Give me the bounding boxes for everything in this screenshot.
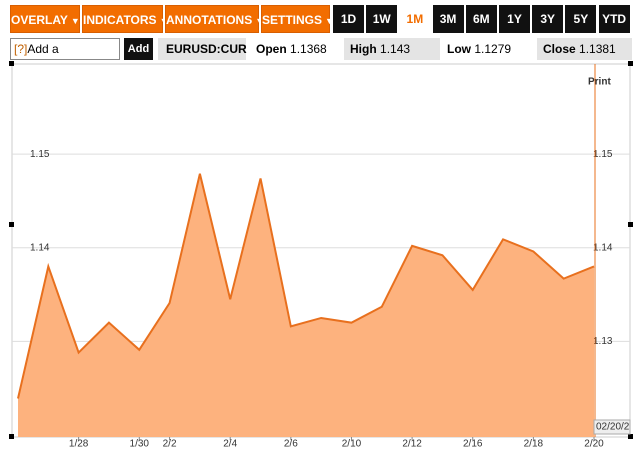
- x-tick-label: 2/6: [284, 439, 298, 450]
- chart-frame: [11, 63, 631, 438]
- quote-label: High: [350, 42, 377, 56]
- help-link: [?]: [14, 42, 28, 56]
- quote-value: 1.1381: [579, 42, 616, 56]
- range-button[interactable]: 1M: [399, 5, 431, 33]
- menu-button[interactable]: ANNOTATIONS ▼: [165, 5, 264, 33]
- dropdown-arrow: ▼: [255, 16, 265, 26]
- quote-value: 1.1368: [290, 42, 327, 56]
- symbol: EURUSD:CUR: [158, 38, 247, 60]
- handle: [628, 434, 633, 439]
- menu-button[interactable]: SETTINGS ▼: [261, 5, 334, 33]
- last-date: 02/20/2: [596, 422, 630, 433]
- line: [17, 173, 595, 399]
- x-tick-label: 2/20: [584, 439, 604, 450]
- range-button[interactable]: 1Y: [499, 5, 530, 33]
- quote-field: Open 1.1368: [250, 38, 340, 60]
- x-tick-label: 1/30: [130, 439, 150, 450]
- comparison-input[interactable]: [?]Add a Comparison: [10, 38, 120, 76]
- menu-button[interactable]: INDICATORS▼: [82, 5, 168, 33]
- handle: [9, 222, 14, 227]
- x-tick-label: 2/4: [223, 439, 237, 450]
- x-tick-label: 1/28: [69, 439, 89, 450]
- handle: [9, 434, 14, 439]
- range-button[interactable]: 6M: [465, 5, 497, 33]
- quote-field: Close 1.1381: [537, 38, 632, 60]
- y-tick-label-right: 1.13: [593, 336, 613, 347]
- date-box: [593, 419, 631, 435]
- x-tick-label: 2/16: [463, 439, 483, 450]
- quote-label: Open: [256, 42, 287, 56]
- handle: [628, 61, 633, 66]
- y-tick-label: 1.14: [30, 242, 50, 253]
- quote-value: 1.143: [380, 42, 411, 56]
- x-tick-label: 2/10: [342, 439, 362, 450]
- handle: [628, 222, 633, 227]
- menu-button[interactable]: OVERLAY ▼: [10, 5, 80, 33]
- print-link: Print: [588, 77, 611, 88]
- y-tick-label-right: 1.15: [593, 149, 613, 160]
- range-button[interactable]: YTD: [598, 5, 630, 33]
- area: [18, 173, 594, 437]
- range-button[interactable]: 1W: [366, 5, 398, 33]
- y-tick-label: 1.15: [30, 149, 50, 160]
- quote-field: High 1.143: [344, 38, 440, 60]
- x-tick-label: 2/2: [163, 439, 177, 450]
- menu-label: OVERLAY: [11, 13, 68, 27]
- menu-label: SETTINGS: [262, 13, 323, 27]
- quote-label: Close: [543, 42, 576, 56]
- x-tick-label: 2/12: [402, 439, 422, 450]
- y-tick-label: 1.13: [30, 336, 50, 347]
- quote-label: Low: [447, 42, 471, 56]
- quote-field: Low 1.1279: [441, 38, 533, 60]
- quote-value: 1.1279: [474, 42, 512, 56]
- x-tick-label: 2/18: [524, 439, 544, 450]
- range-button[interactable]: 5Y: [565, 5, 597, 33]
- add-button[interactable]: Add: [124, 38, 153, 60]
- y-tick-label-right: 1.14: [593, 242, 613, 253]
- range-button[interactable]: 3M: [432, 5, 464, 33]
- range-button[interactable]: 3Y: [532, 5, 564, 33]
- range-button[interactable]: 1D: [333, 5, 364, 33]
- dropdown-arrow: ▼: [160, 16, 169, 26]
- menu-label: ANNOTATIONS: [166, 13, 253, 27]
- dropdown-arrow: ▼: [325, 16, 334, 26]
- menu-label: INDICATORS: [83, 13, 157, 27]
- dropdown-arrow: ▼: [70, 16, 80, 26]
